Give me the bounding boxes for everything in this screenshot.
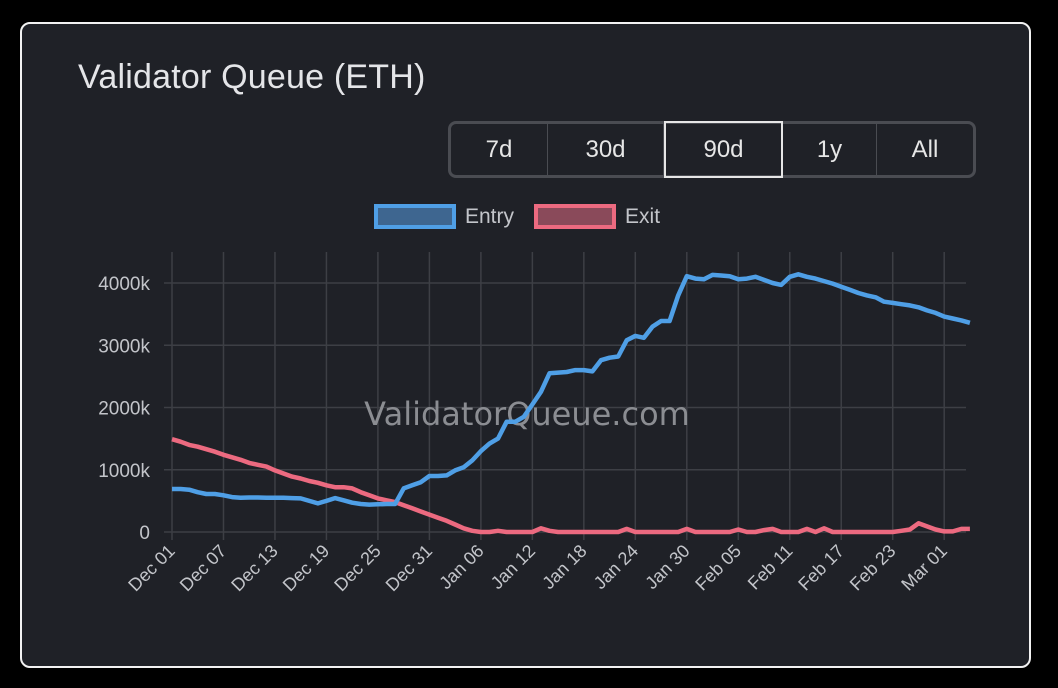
legend-item-exit[interactable]: Exit xyxy=(534,204,660,229)
x-tick-label: Dec 13 xyxy=(227,541,281,595)
series-line-entry xyxy=(172,272,971,507)
x-tick-label: Dec 01 xyxy=(124,541,178,595)
y-tick-label: 0 xyxy=(139,523,150,544)
x-tick-label: Jan 24 xyxy=(590,541,642,593)
legend-swatch-exit xyxy=(534,204,617,229)
y-axis-ticks: 0 1000k 2000k 3000k 4000k xyxy=(98,274,150,544)
x-tick-label: Feb 11 xyxy=(744,541,797,594)
page-title: Validator Queue (ETH) xyxy=(78,58,426,96)
x-tick-label: Jan 12 xyxy=(487,541,539,593)
x-tick-label: Jan 18 xyxy=(538,541,590,593)
chart-legend: Entry Exit xyxy=(374,204,670,229)
range-button-1y[interactable]: 1y xyxy=(783,124,877,175)
range-button-30d[interactable]: 30d xyxy=(548,124,664,175)
range-button-7d[interactable]: 7d xyxy=(451,124,548,175)
x-tick-label: Dec 07 xyxy=(176,541,230,595)
series-line-exit xyxy=(171,437,970,535)
x-tick-label: Dec 19 xyxy=(279,541,333,595)
range-button-90d[interactable]: 90d xyxy=(664,121,783,178)
x-tick-label: Jan 06 xyxy=(435,541,487,593)
range-button-all[interactable]: All xyxy=(911,135,939,163)
series-lines xyxy=(171,272,971,535)
x-tick-label: Feb 23 xyxy=(846,541,900,595)
x-tick-label: Jan 30 xyxy=(641,541,693,593)
x-tick-label: Feb 05 xyxy=(691,541,745,595)
legend-swatch-entry xyxy=(374,204,456,229)
y-tick-label: 4000k xyxy=(98,274,150,295)
y-tick-label: 1000k xyxy=(98,461,150,482)
y-tick-label: 2000k xyxy=(98,399,150,420)
x-tick-label: Dec 31 xyxy=(382,541,436,595)
x-tick-label: Feb 17 xyxy=(794,541,848,595)
time-range-selector: 7d 30d 90d 1y All xyxy=(448,121,976,178)
legend-label-exit: Exit xyxy=(625,204,661,228)
x-tick-label: Mar 01 xyxy=(897,541,951,595)
legend-item-entry[interactable]: Entry xyxy=(374,204,514,229)
y-tick-label: 3000k xyxy=(98,336,150,357)
x-tick-label: Dec 25 xyxy=(330,541,384,595)
legend-label-entry: Entry xyxy=(465,204,515,228)
